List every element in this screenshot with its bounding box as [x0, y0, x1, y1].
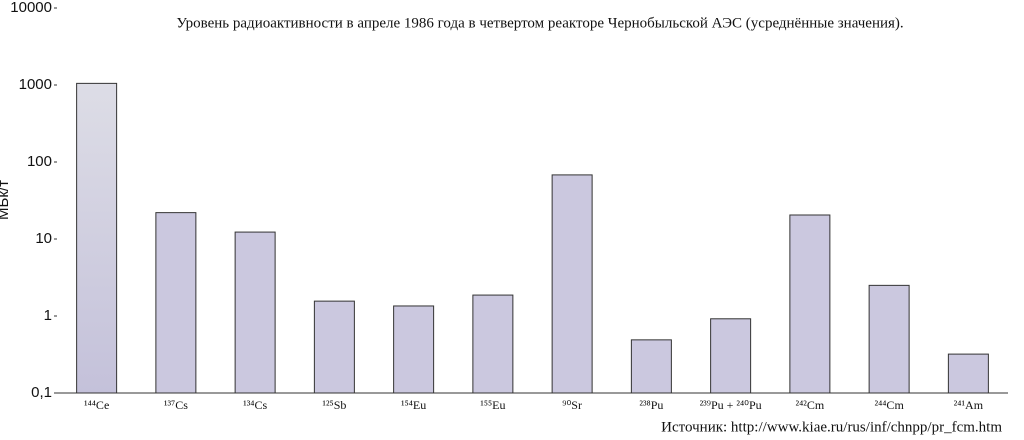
x-tick-label: ²⁴²Cm	[796, 398, 825, 412]
x-tick-label: ²³⁹Pu + ²⁴⁰Pu	[700, 398, 762, 412]
bar	[472, 294, 514, 394]
x-tick-label: ¹⁴⁴Ce	[84, 398, 109, 412]
x-tick-label: ¹⁵⁵Eu	[480, 398, 505, 412]
y-tick-label: 0,1	[31, 384, 52, 401]
y-tick-label: 10000	[10, 0, 52, 16]
bar	[868, 284, 910, 394]
x-tick-label: ²⁴¹Am	[954, 398, 984, 412]
y-tick-label: 100	[27, 153, 52, 170]
x-tick-label: ¹²⁵Sb	[322, 398, 346, 412]
x-tick-label: ²⁴⁴Cm	[874, 398, 904, 412]
source-note: Источник: http://www.kiae.ru/rus/inf/chn…	[661, 419, 1002, 435]
x-tick-label: ¹³⁴Cs	[243, 398, 267, 412]
bar	[313, 300, 355, 394]
bar	[155, 212, 197, 394]
bar	[551, 174, 593, 394]
y-tick-label: 10	[35, 230, 52, 247]
y-tick-label: 1	[44, 307, 52, 324]
y-tick-label: 1000	[19, 76, 52, 93]
bar	[710, 318, 752, 394]
x-tick-label: ¹⁵⁴Eu	[401, 398, 426, 412]
bar	[947, 353, 989, 394]
bar	[630, 339, 672, 394]
bar	[76, 82, 118, 394]
bar	[789, 214, 831, 394]
bar	[393, 305, 435, 394]
x-tick-label: ²³⁸Pu	[639, 398, 663, 412]
x-tick-label: ⁹⁰Sr	[562, 398, 582, 412]
bar	[234, 231, 276, 394]
y-axis-label: МБк/т	[0, 180, 12, 220]
chart-title: Уровень радиоактивности в апреле 1986 го…	[176, 15, 903, 31]
x-tick-label: ¹³⁷Cs	[164, 398, 188, 412]
